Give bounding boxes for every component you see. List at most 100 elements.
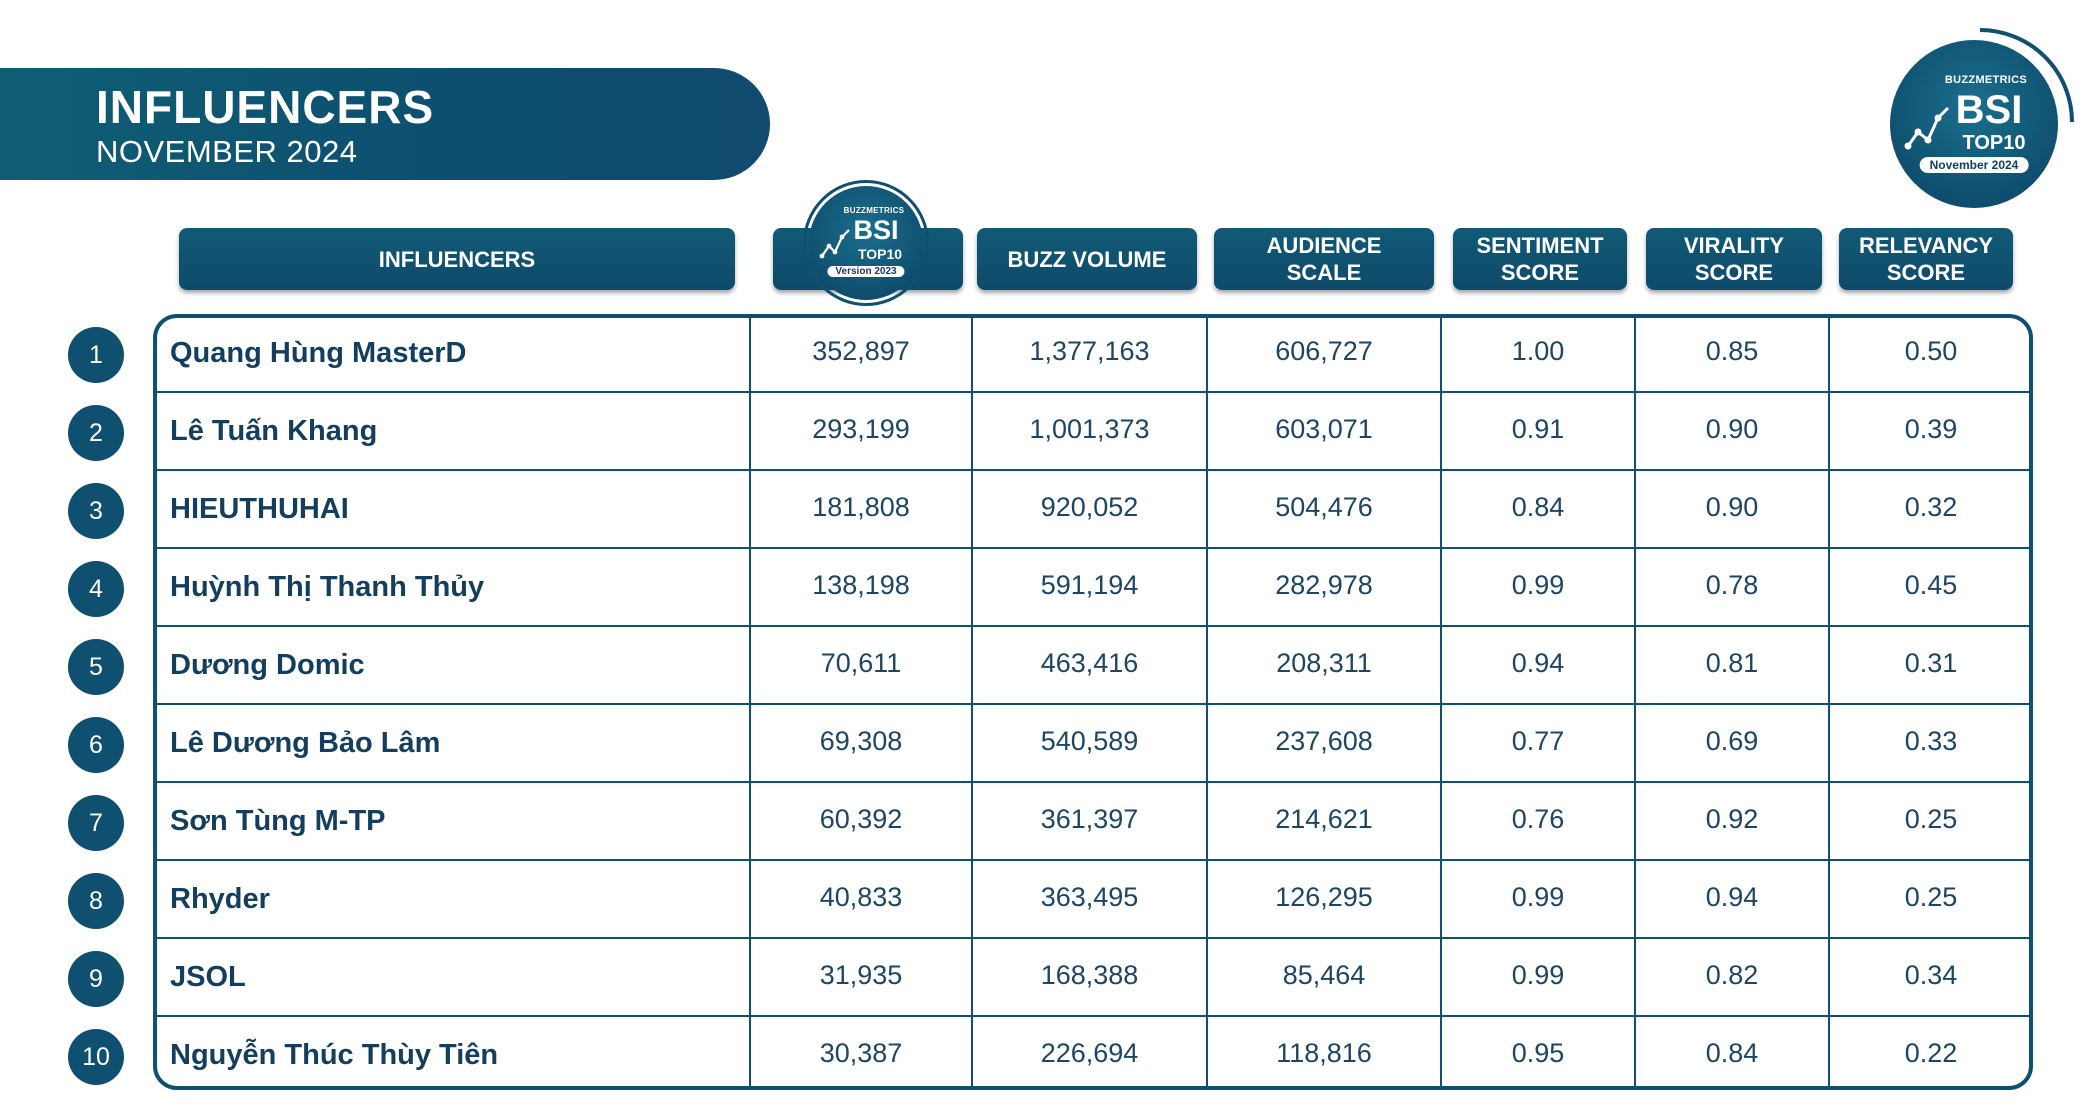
header-audience-scale: AUDIENCE SCALE: [1214, 228, 1434, 290]
virality-score-value: 0.84: [1705, 1037, 1759, 1068]
header-virality-score: VIRALITY SCORE: [1646, 228, 1822, 290]
rank-badge: 5: [68, 639, 124, 695]
audience-scale-value: 237,608: [1275, 725, 1373, 756]
header-influencers-label: INFLUENCERS: [378, 246, 536, 272]
relevancy-score-value: 0.34: [1904, 959, 1958, 990]
influencer-name: Lê Dương Bảo Lâm: [170, 726, 441, 759]
audience-scale-value: 118,816: [1276, 1037, 1372, 1068]
bsi-value: 60,392: [819, 803, 903, 834]
header-relevancy-line1: RELEVANCY: [1858, 233, 1994, 258]
bsi-column-badge-ring: [803, 180, 929, 306]
rank-badge: 7: [68, 795, 124, 851]
sentiment-score-value: 0.99: [1511, 881, 1565, 912]
row-divider: [155, 391, 2031, 393]
rank-badge: 10: [68, 1029, 124, 1085]
virality-score-value: 0.92: [1705, 803, 1759, 834]
influencer-name: JSOL: [170, 960, 246, 993]
header-sentiment-line2: SCORE: [1500, 260, 1580, 285]
row-divider: [155, 625, 2031, 627]
bsi-value: 30,387: [819, 1037, 903, 1068]
ranking-table: [153, 314, 2033, 1090]
relevancy-score-value: 0.32: [1904, 491, 1958, 522]
sentiment-score-value: 0.77: [1511, 725, 1565, 756]
page-subtitle: NOVEMBER 2024: [96, 134, 358, 169]
row-divider: [155, 937, 2031, 939]
row-divider: [155, 1015, 2031, 1017]
rank-badge: 8: [68, 873, 124, 929]
bsi-column-label: BSI: [853, 215, 899, 245]
buzz-volume-value: 463,416: [1040, 647, 1139, 678]
badge-top10: TOP10: [1962, 132, 2026, 154]
buzz-volume-value: 168,388: [1040, 959, 1139, 990]
bsi-column-top10: TOP10: [857, 246, 903, 262]
relevancy-score-value: 0.22: [1904, 1037, 1958, 1068]
column-divider: [971, 316, 973, 1088]
bsi-value: 70,611: [820, 647, 902, 678]
bsi-value: 138,198: [812, 569, 910, 600]
audience-scale-value: 126,295: [1275, 881, 1373, 912]
sentiment-score-value: 0.99: [1511, 959, 1565, 990]
audience-scale-value: 282,978: [1275, 569, 1373, 600]
header-sentiment-score: SENTIMENT SCORE: [1453, 228, 1627, 290]
buzz-volume-value: 226,694: [1040, 1037, 1139, 1068]
column-divider: [1828, 316, 1830, 1088]
rank-badge: 9: [68, 951, 124, 1007]
buzz-volume-value: 1,001,373: [1029, 413, 1150, 444]
trend-chart-icon: [1904, 106, 1950, 150]
row-divider: [155, 781, 2031, 783]
header-influencers: INFLUENCERS: [179, 228, 735, 290]
buzz-volume-value: 1,377,163: [1029, 335, 1150, 366]
sentiment-score-value: 1.00: [1511, 335, 1565, 366]
virality-score-value: 0.82: [1705, 959, 1759, 990]
header-audience-line1: AUDIENCE: [1266, 233, 1382, 258]
header-virality-line2: SCORE: [1694, 260, 1774, 285]
virality-score-value: 0.94: [1705, 881, 1759, 912]
column-divider: [1206, 316, 1208, 1088]
bsi-value: 69,308: [819, 725, 903, 756]
bsi-value: 352,897: [812, 335, 910, 366]
relevancy-score-value: 0.39: [1904, 413, 1958, 444]
influencer-name: Nguyễn Thúc Thùy Tiên: [170, 1038, 499, 1071]
bsi-badge: BUZZMETRICS BSI TOP10 November 2024: [1890, 40, 2058, 208]
influencer-name: Huỳnh Thị Thanh Thủy: [170, 570, 485, 603]
virality-score-value: 0.85: [1705, 335, 1759, 366]
influencer-name: Sơn Tùng M-TP: [170, 804, 386, 837]
audience-scale-value: 208,311: [1276, 647, 1372, 678]
relevancy-score-value: 0.25: [1904, 803, 1958, 834]
influencer-name: Quang Hùng MasterD: [170, 336, 467, 369]
bsi-column-brand: BUZZMETRICS: [843, 206, 905, 215]
sentiment-score-value: 0.99: [1511, 569, 1565, 600]
row-divider: [155, 469, 2031, 471]
rank-badge: 6: [68, 717, 124, 773]
relevancy-score-value: 0.25: [1904, 881, 1958, 912]
header-audience-line2: SCALE: [1286, 260, 1362, 285]
bsi-column-badge: BUZZMETRICS BSI TOP10 Version 2023: [809, 186, 923, 300]
bsi-value: 181,808: [812, 491, 910, 522]
audience-scale-value: 504,476: [1275, 491, 1373, 522]
buzz-volume-value: 591,194: [1040, 569, 1139, 600]
sentiment-score-value: 0.94: [1511, 647, 1565, 678]
badge-period: November 2024: [1919, 157, 2029, 173]
sentiment-score-value: 0.84: [1511, 491, 1565, 522]
virality-score-value: 0.69: [1705, 725, 1759, 756]
sentiment-score-value: 0.95: [1511, 1037, 1565, 1068]
bsi-value: 40,833: [819, 881, 903, 912]
buzz-volume-value: 920,052: [1040, 491, 1139, 522]
column-divider: [1440, 316, 1442, 1088]
rank-badge: 2: [68, 405, 124, 461]
row-divider: [155, 547, 2031, 549]
rank-badge: 3: [68, 483, 124, 539]
relevancy-score-value: 0.31: [1904, 647, 1958, 678]
page-title: INFLUENCERS: [96, 81, 435, 133]
audience-scale-value: 214,621: [1275, 803, 1373, 834]
badge-brand: BUZZMETRICS: [1944, 74, 2028, 86]
influencer-name: Dương Domic: [170, 648, 365, 681]
rank-badge: 4: [68, 561, 124, 617]
influencer-name: Lê Tuấn Khang: [170, 414, 378, 447]
title-banner: [0, 68, 770, 180]
buzz-volume-value: 363,495: [1040, 881, 1139, 912]
virality-score-value: 0.81: [1705, 647, 1759, 678]
sentiment-score-value: 0.91: [1511, 413, 1565, 444]
header-relevancy-line2: SCORE: [1886, 260, 1966, 285]
virality-score-value: 0.90: [1705, 491, 1759, 522]
